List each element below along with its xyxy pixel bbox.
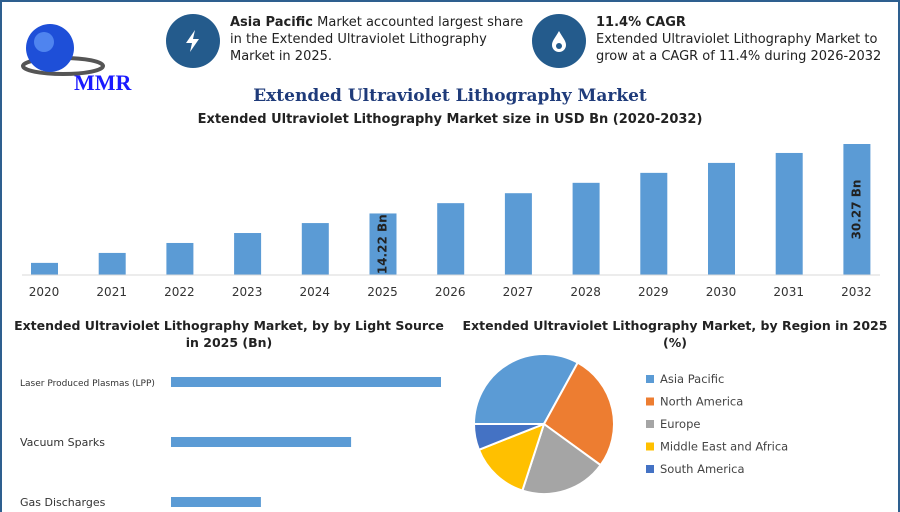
bar [166,242,194,275]
info-text: Extended Ultraviolet Lithography Market … [596,32,882,64]
info-highlight: 11.4% CAGR [596,15,686,30]
x-tick-label: 2023 [232,285,263,299]
bar [171,437,352,447]
info-text: Market accounted largest share in the Ex… [230,15,524,64]
x-tick-label: 2029 [638,285,669,299]
legend-label: Middle East and Africa [660,440,788,454]
logo: MMR [18,22,138,95]
data-label: 30.27 Bn [849,180,863,240]
x-tick-label: 2028 [570,285,601,299]
bar [708,162,735,275]
bar [301,223,329,275]
legend-swatch [646,420,654,428]
logo-text: MMR [74,70,132,95]
bar-chart-title: Extended Ultraviolet Lithography Market … [197,112,703,127]
hbar-chart-title: Extended Ultraviolet Lithography Market,… [14,318,444,350]
pie-slice [521,422,603,495]
x-tick-label: 2022 [164,285,195,299]
bar [640,172,668,275]
legend-swatch [646,442,654,451]
x-tick-label: 2030 [706,285,737,299]
x-tick-label: 2027 [503,285,534,299]
legend-swatch [646,465,654,473]
x-tick-label: 2031 [773,285,804,299]
legend-swatch [646,397,654,406]
bar [572,182,600,275]
legend-swatch [646,375,654,383]
bar [98,252,126,275]
x-tick-label: 2025 [367,285,398,299]
pie-slice [472,353,580,425]
bar [775,152,803,275]
bar [504,193,532,275]
pie-slice [477,422,546,492]
category-label: Gas Discharges [20,496,106,509]
legend-label: North America [660,395,743,409]
pie-slice [472,423,545,452]
data-label: 14.22 Bn [376,214,390,274]
info-cagr: 11.4% CAGR Extended Ultraviolet Lithograp… [532,14,896,68]
bar [437,203,465,275]
pie-slice [542,361,615,467]
pie-chart-title: Extended Ultraviolet Lithography Market,… [462,318,888,350]
bar [171,497,261,507]
x-tick-label: 2026 [435,285,466,299]
bar [843,144,871,275]
bar [171,377,441,387]
x-tick-label: 2032 [841,285,872,299]
globe-icon [21,24,105,76]
x-tick-label: 2020 [29,285,60,299]
bar [369,213,397,275]
bar [234,233,262,275]
page-title: Extended Ultraviolet Lithography Market [253,86,647,106]
category-label: Vacuum Sparks [20,436,105,449]
flame-drop-icon [532,14,586,68]
legend-label: South America [660,462,745,476]
x-tick-label: 2024 [300,285,331,299]
legend-label: Asia Pacific [660,372,724,386]
category-label: Laser Produced Plasmas (LPP) [20,379,155,389]
x-tick-label: 2021 [96,285,127,299]
legend-label: Europe [660,417,700,431]
bar [31,262,58,275]
lightning-icon [166,14,220,68]
info-highlight: Asia Pacific [230,15,314,30]
info-region: Asia Pacific Market accounted largest sh… [166,14,530,68]
